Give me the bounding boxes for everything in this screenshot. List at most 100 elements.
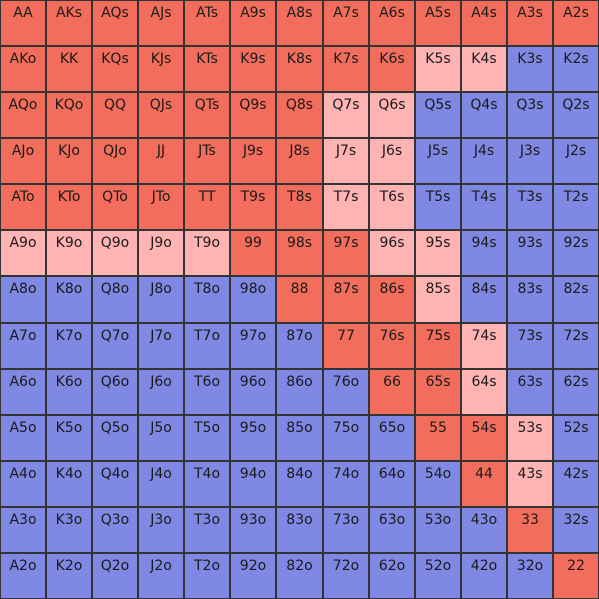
hand-cell-33[interactable]: 33 (507, 507, 553, 553)
hand-cell-t8s[interactable]: T8s (276, 184, 323, 230)
hand-cell-k4s[interactable]: K4s (461, 46, 507, 92)
hand-cell-a8s[interactable]: A8s (276, 0, 323, 46)
hand-cell-96o[interactable]: 96o (230, 369, 276, 415)
hand-cell-53o[interactable]: 53o (415, 507, 461, 553)
hand-cell-t8o[interactable]: T8o (184, 276, 230, 323)
hand-cell-q5o[interactable]: Q5o (92, 415, 138, 461)
hand-cell-aqs[interactable]: AQs (92, 0, 138, 46)
hand-cell-a9o[interactable]: A9o (0, 230, 46, 276)
hand-cell-j7s[interactable]: J7s (323, 138, 369, 184)
hand-cell-74s[interactable]: 74s (461, 323, 507, 369)
hand-cell-42o[interactable]: 42o (461, 553, 507, 599)
hand-cell-52s[interactable]: 52s (553, 415, 599, 461)
hand-cell-j2o[interactable]: J2o (138, 553, 184, 599)
hand-cell-55[interactable]: 55 (415, 415, 461, 461)
hand-cell-94o[interactable]: 94o (230, 461, 276, 507)
hand-cell-aqo[interactable]: AQo (0, 92, 46, 138)
hand-cell-qto[interactable]: QTo (92, 184, 138, 230)
hand-cell-j5o[interactable]: J5o (138, 415, 184, 461)
hand-cell-q3o[interactable]: Q3o (92, 507, 138, 553)
hand-cell-75s[interactable]: 75s (415, 323, 461, 369)
hand-cell-k7o[interactable]: K7o (46, 323, 92, 369)
hand-cell-84s[interactable]: 84s (461, 276, 507, 323)
hand-cell-a6o[interactable]: A6o (0, 369, 46, 415)
hand-cell-a4o[interactable]: A4o (0, 461, 46, 507)
hand-cell-42s[interactable]: 42s (553, 461, 599, 507)
hand-cell-92o[interactable]: 92o (230, 553, 276, 599)
hand-cell-64s[interactable]: 64s (461, 369, 507, 415)
hand-cell-83s[interactable]: 83s (507, 276, 553, 323)
hand-cell-t4s[interactable]: T4s (461, 184, 507, 230)
hand-cell-kto[interactable]: KTo (46, 184, 92, 230)
hand-cell-j4o[interactable]: J4o (138, 461, 184, 507)
hand-cell-aks[interactable]: AKs (46, 0, 92, 46)
hand-cell-87s[interactable]: 87s (323, 276, 369, 323)
hand-cell-44[interactable]: 44 (461, 461, 507, 507)
hand-cell-qq[interactable]: QQ (92, 92, 138, 138)
hand-cell-52o[interactable]: 52o (415, 553, 461, 599)
hand-cell-kqs[interactable]: KQs (92, 46, 138, 92)
hand-cell-32s[interactable]: 32s (553, 507, 599, 553)
hand-cell-k4o[interactable]: K4o (46, 461, 92, 507)
hand-cell-qjs[interactable]: QJs (138, 92, 184, 138)
hand-cell-kk[interactable]: KK (46, 46, 92, 92)
hand-cell-t6o[interactable]: T6o (184, 369, 230, 415)
hand-cell-83o[interactable]: 83o (276, 507, 323, 553)
hand-cell-t5s[interactable]: T5s (415, 184, 461, 230)
hand-cell-ako[interactable]: AKo (0, 46, 46, 92)
hand-cell-a7o[interactable]: A7o (0, 323, 46, 369)
hand-cell-97s[interactable]: 97s (323, 230, 369, 276)
hand-cell-a4s[interactable]: A4s (461, 0, 507, 46)
hand-cell-a5s[interactable]: A5s (415, 0, 461, 46)
hand-cell-q4s[interactable]: Q4s (461, 92, 507, 138)
hand-cell-t7o[interactable]: T7o (184, 323, 230, 369)
hand-cell-43o[interactable]: 43o (461, 507, 507, 553)
hand-cell-k9o[interactable]: K9o (46, 230, 92, 276)
hand-cell-62o[interactable]: 62o (369, 553, 415, 599)
hand-cell-a2s[interactable]: A2s (553, 0, 599, 46)
hand-cell-k7s[interactable]: K7s (323, 46, 369, 92)
hand-cell-ato[interactable]: ATo (0, 184, 46, 230)
hand-cell-t6s[interactable]: T6s (369, 184, 415, 230)
hand-cell-84o[interactable]: 84o (276, 461, 323, 507)
hand-cell-q7s[interactable]: Q7s (323, 92, 369, 138)
hand-cell-95s[interactable]: 95s (415, 230, 461, 276)
hand-cell-a8o[interactable]: A8o (0, 276, 46, 323)
hand-cell-t2s[interactable]: T2s (553, 184, 599, 230)
hand-cell-kjs[interactable]: KJs (138, 46, 184, 92)
hand-cell-q8s[interactable]: Q8s (276, 92, 323, 138)
hand-cell-a9s[interactable]: A9s (230, 0, 276, 46)
hand-cell-a2o[interactable]: A2o (0, 553, 46, 599)
hand-cell-82s[interactable]: 82s (553, 276, 599, 323)
hand-cell-t9s[interactable]: T9s (230, 184, 276, 230)
hand-cell-77[interactable]: 77 (323, 323, 369, 369)
hand-cell-a3o[interactable]: A3o (0, 507, 46, 553)
hand-cell-32o[interactable]: 32o (507, 553, 553, 599)
hand-cell-j2s[interactable]: J2s (553, 138, 599, 184)
hand-cell-82o[interactable]: 82o (276, 553, 323, 599)
hand-cell-76o[interactable]: 76o (323, 369, 369, 415)
hand-cell-63s[interactable]: 63s (507, 369, 553, 415)
hand-cell-j4s[interactable]: J4s (461, 138, 507, 184)
hand-cell-q9o[interactable]: Q9o (92, 230, 138, 276)
hand-cell-q6o[interactable]: Q6o (92, 369, 138, 415)
hand-cell-72s[interactable]: 72s (553, 323, 599, 369)
hand-cell-j6s[interactable]: J6s (369, 138, 415, 184)
hand-cell-j8s[interactable]: J8s (276, 138, 323, 184)
hand-cell-q7o[interactable]: Q7o (92, 323, 138, 369)
hand-cell-62s[interactable]: 62s (553, 369, 599, 415)
hand-cell-85s[interactable]: 85s (415, 276, 461, 323)
hand-cell-tt[interactable]: TT (184, 184, 230, 230)
hand-cell-t5o[interactable]: T5o (184, 415, 230, 461)
hand-cell-k3o[interactable]: K3o (46, 507, 92, 553)
hand-cell-97o[interactable]: 97o (230, 323, 276, 369)
hand-cell-54o[interactable]: 54o (415, 461, 461, 507)
hand-cell-a7s[interactable]: A7s (323, 0, 369, 46)
hand-cell-ajs[interactable]: AJs (138, 0, 184, 46)
hand-cell-74o[interactable]: 74o (323, 461, 369, 507)
hand-cell-t9o[interactable]: T9o (184, 230, 230, 276)
hand-cell-93o[interactable]: 93o (230, 507, 276, 553)
hand-cell-k6s[interactable]: K6s (369, 46, 415, 92)
hand-cell-75o[interactable]: 75o (323, 415, 369, 461)
hand-cell-94s[interactable]: 94s (461, 230, 507, 276)
